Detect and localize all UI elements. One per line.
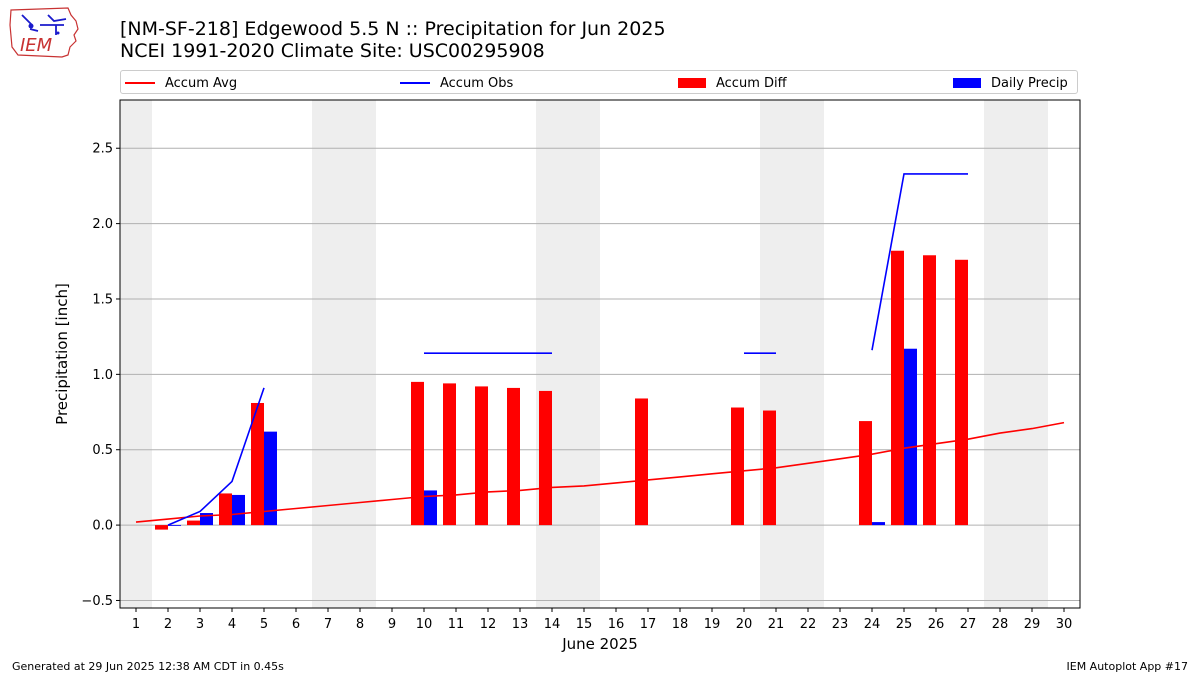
daily-precip-bar-day-4 [232, 494, 245, 526]
y-tick-label: 0.0 [92, 519, 113, 534]
x-tick-label: 3 [196, 617, 204, 632]
x-tick-label: 2 [164, 617, 172, 632]
legend-swatch-accum-avg [125, 82, 155, 84]
y-tick-label: 1.0 [92, 368, 113, 383]
accum-diff-bar-day-12 [475, 386, 488, 526]
accum-diff-bar-day-13 [507, 387, 520, 526]
iem-logo: IEM [8, 5, 80, 61]
legend-label-accum-avg: Accum Avg [165, 75, 238, 91]
x-tick-label: 8 [356, 617, 364, 632]
x-tick-label: 27 [960, 617, 977, 632]
legend-item-accum-diff: Accum Diff [678, 74, 787, 92]
legend-item-accum-avg: Accum Avg [125, 74, 237, 92]
accum-diff-bar-day-17 [635, 398, 648, 526]
x-tick-label: 30 [1056, 617, 1073, 632]
x-tick-label: 12 [480, 617, 497, 632]
chart-title: [NM-SF-218] Edgewood 5.5 N :: Precipitat… [120, 18, 666, 40]
chart-subtitle: NCEI 1991-2020 Climate Site: USC00295908 [120, 40, 545, 62]
footer-app-label: IEM Autoplot App #17 [1066, 660, 1189, 673]
y-tick-label: −0.5 [81, 594, 113, 609]
accum-diff-bar-day-4 [219, 493, 232, 526]
accum-obs-line-segment-0 [167, 387, 265, 526]
legend-swatch-accum-diff [678, 78, 706, 88]
y-tick-label: 0.5 [92, 443, 113, 458]
weekend-shading [120, 100, 1048, 608]
daily-precip-bar-day-2 [168, 525, 181, 526]
accum-diff-bar-day-14 [539, 390, 552, 526]
x-tick-label: 15 [576, 617, 593, 632]
daily-precip-bar-day-5 [264, 431, 277, 526]
accum-diff-bar-day-20 [731, 407, 744, 526]
x-tick-label: 13 [512, 617, 529, 632]
line-marks [135, 173, 1065, 526]
accum-diff-bar-day-5 [251, 402, 264, 526]
x-tick-label: 26 [928, 617, 945, 632]
x-axis-label: June 2025 [561, 635, 638, 653]
x-tick-label: 16 [608, 617, 625, 632]
x-tick-label: 29 [1024, 617, 1041, 632]
x-tick-label: 7 [324, 617, 332, 632]
weekend-band-0 [120, 100, 152, 608]
x-tick-label: 20 [736, 617, 753, 632]
x-tick-label: 28 [992, 617, 1009, 632]
accum-diff-bar-day-24 [859, 421, 872, 526]
weekend-band-4 [984, 100, 1048, 608]
accum-avg-line-segment-0 [135, 421, 1065, 523]
legend-swatch-accum-obs [400, 82, 430, 84]
logo-text: IEM [20, 35, 53, 56]
accum-diff-bar-day-27 [955, 259, 968, 526]
x-tick-label: 10 [416, 617, 433, 632]
x-tick-label: 1 [132, 617, 140, 632]
y-tick-label: 2.0 [92, 217, 113, 232]
plot-frame [119, 99, 1081, 609]
accum-diff-bar-day-3 [187, 520, 200, 526]
legend-label-accum-obs: Accum Obs [440, 75, 514, 91]
daily-precip-bar-day-10 [424, 490, 437, 526]
accum-diff-bar-day-25 [891, 250, 904, 526]
x-tick-label: 6 [292, 617, 300, 632]
legend-item-accum-obs: Accum Obs [400, 74, 513, 92]
x-tick-label: 5 [260, 617, 268, 632]
daily-precip-bar-day-25 [904, 348, 917, 526]
accum-diff-bar-day-10 [411, 381, 424, 526]
x-tick-label: 17 [640, 617, 657, 632]
iowa-state-outline-icon: IEM [9, 7, 79, 58]
legend-label-daily-precip: Daily Precip [991, 75, 1068, 91]
weekend-band-1 [312, 100, 376, 608]
bar-marks [155, 250, 968, 530]
daily-precip-bar-day-24 [872, 522, 885, 526]
footer-generated-text: Generated at 29 Jun 2025 12:38 AM CDT in… [12, 660, 284, 673]
x-tick-label: 19 [704, 617, 721, 632]
accum-diff-bar-day-26 [923, 255, 936, 526]
legend-label-accum-diff: Accum Diff [716, 75, 787, 91]
y-axis-label: Precipitation [inch] [53, 283, 71, 425]
x-tick-label: 18 [672, 617, 689, 632]
y-tick-label: 1.5 [92, 292, 113, 307]
x-tick-label: 23 [832, 617, 849, 632]
x-tick-label: 14 [544, 617, 561, 632]
accum-diff-bar-day-11 [443, 383, 456, 526]
x-tick-label: 25 [896, 617, 913, 632]
legend-item-daily-precip: Daily Precip [953, 74, 1068, 92]
accum-diff-bar-day-2 [155, 525, 168, 530]
chart-legend: Accum Avg Accum Obs Accum Diff Daily Pre… [120, 70, 1078, 94]
x-tick-label: 9 [388, 617, 396, 632]
x-tick-label: 24 [864, 617, 881, 632]
x-tick-label: 22 [800, 617, 817, 632]
x-tick-label: 21 [768, 617, 785, 632]
legend-swatch-daily-precip [953, 78, 981, 88]
x-tick-label: 4 [228, 617, 236, 632]
accum-obs-line-segment-3 [871, 173, 968, 351]
axes: −0.50.00.51.01.52.02.51 2 3 4 5 6 7 8 9 10 11 12 13 1… [81, 99, 1081, 632]
y-gridlines [120, 147, 1080, 601]
x-tick-label: 11 [448, 617, 465, 632]
y-tick-label: 2.5 [92, 142, 113, 157]
